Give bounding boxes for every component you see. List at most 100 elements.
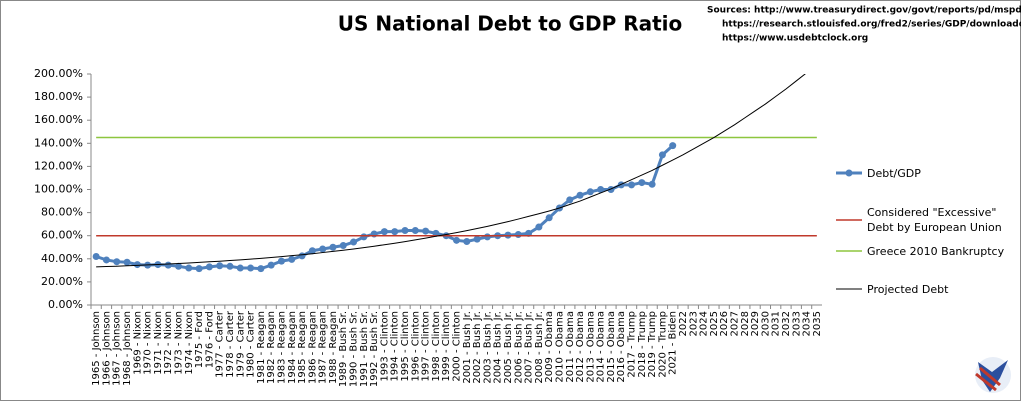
x-tick-label: 1971 - Nixon xyxy=(153,311,164,375)
data-point xyxy=(514,231,522,239)
data-point xyxy=(175,262,183,270)
source-line: https://research.stlouisfed.org/fred2/se… xyxy=(722,20,1021,30)
x-tick-label: 2016 - Obama xyxy=(616,311,627,383)
x-tick-label: 2001 - Bush Jr. xyxy=(462,311,473,384)
data-point xyxy=(586,188,594,196)
x-tick-label: 1991 - Bush Sr. xyxy=(359,311,370,387)
data-point xyxy=(576,191,584,199)
x-tick-label: 2013 - Obama xyxy=(585,311,596,383)
x-tick-label: 2017 - Trump xyxy=(627,311,638,378)
x-tick-label: 1999 - Clinton xyxy=(441,311,452,382)
data-point xyxy=(113,258,121,266)
x-tick-label: 1998 - Clinton xyxy=(431,311,442,382)
data-point xyxy=(257,265,265,273)
data-point xyxy=(247,264,255,272)
data-point xyxy=(216,262,224,270)
x-tick-label: 2032 xyxy=(781,311,792,336)
legend-marker xyxy=(845,169,853,177)
x-tick-label: 1983 - Reagan xyxy=(276,311,287,384)
source-line: Sources: http://www.treasurydirect.gov/g… xyxy=(707,6,1021,16)
legend-label: Projected Debt xyxy=(867,282,949,296)
data-point xyxy=(350,238,358,246)
x-tick-label: 1987 - Reagan xyxy=(318,311,329,384)
x-tick-label: 1967 - Johnson xyxy=(112,311,123,386)
data-point xyxy=(267,261,275,269)
data-point xyxy=(277,257,285,265)
chart-title: US National Debt to GDP Ratio xyxy=(338,12,683,36)
x-tick-label: 1996 - Clinton xyxy=(410,311,421,382)
x-tick-label: 1985 - Reagan xyxy=(297,311,308,384)
y-tick-label: 180.00% xyxy=(34,90,83,103)
x-tick-label: 1974 - Nixon xyxy=(184,311,195,375)
data-point xyxy=(628,181,636,189)
data-point xyxy=(288,255,296,263)
x-tick-label: 2034 xyxy=(802,311,813,336)
data-point xyxy=(422,227,430,235)
logo-eagle xyxy=(978,360,1008,392)
y-tick-label: 120.00% xyxy=(34,159,83,172)
data-point xyxy=(566,196,574,204)
x-tick-label: 2031 xyxy=(771,311,782,336)
x-tick-label: 2035 xyxy=(812,311,823,336)
x-tick-label: 1980 - Carter xyxy=(246,310,257,378)
y-tick-label: 60.00% xyxy=(41,229,83,242)
x-tick-label: 1972 - Nixon xyxy=(163,311,174,375)
data-point xyxy=(453,236,460,244)
x-tick-label: 1981 - Reagan xyxy=(256,311,267,384)
data-point xyxy=(483,233,491,241)
x-tick-label: 1979 - Carter xyxy=(235,310,246,378)
legend-label: Debt/GDP xyxy=(867,166,921,180)
data-point xyxy=(463,237,471,245)
y-tick-label: 160.00% xyxy=(34,113,83,126)
x-tick-label: 1994 - Clinton xyxy=(390,311,401,382)
x-tick-label: 2007 - Bush Jr. xyxy=(524,311,535,384)
x-tick-label: 2021 - Biden xyxy=(668,311,679,375)
y-tick-label: 140.00% xyxy=(34,136,83,149)
x-tick-label: 2024 xyxy=(699,311,710,336)
x-tick-label: 2027 xyxy=(729,311,740,336)
y-tick-label: 100.00% xyxy=(34,183,83,196)
x-tick-label: 1992 - Bush Sr. xyxy=(369,311,380,387)
x-tick-label: 1997 - Clinton xyxy=(421,311,432,382)
x-tick-label: 2026 xyxy=(719,311,730,336)
logo-stripes xyxy=(975,366,1001,392)
x-tick-label: 1986 - Reagan xyxy=(307,311,318,384)
x-tick-label: 1990 - Bush Sr. xyxy=(349,311,360,387)
x-tick-label: 1984 - Reagan xyxy=(287,311,298,384)
data-point xyxy=(597,186,605,193)
x-tick-label: 2022 xyxy=(678,311,689,336)
y-tick-label: 40.00% xyxy=(41,252,83,265)
data-point xyxy=(123,258,131,266)
x-tick-label: 2019 - Trump xyxy=(647,311,658,378)
data-point xyxy=(319,245,327,253)
y-tick-label: 80.00% xyxy=(41,206,83,219)
data-point xyxy=(411,227,419,235)
data-point xyxy=(298,252,306,260)
x-tick-label: 1970 - Nixon xyxy=(143,311,154,375)
data-point xyxy=(391,228,399,236)
x-tick-label: 2018 - Trump xyxy=(637,311,648,378)
data-point xyxy=(535,223,543,231)
x-tick-label: 2028 xyxy=(740,311,751,336)
data-point xyxy=(308,247,316,255)
y-tick-label: 20.00% xyxy=(41,275,83,288)
x-tick-label: 2023 xyxy=(688,311,699,336)
y-tick-label: 0.00% xyxy=(48,298,83,311)
data-point xyxy=(380,228,388,236)
series-line xyxy=(96,74,806,268)
y-tick-label: 200.00% xyxy=(34,67,83,80)
data-point xyxy=(669,142,677,150)
data-point xyxy=(133,261,141,269)
x-tick-label: 1965 - Johnson xyxy=(91,311,102,386)
x-tick-label: 1966 - Johnson xyxy=(101,311,112,386)
x-tick-label: 1975 - Ford xyxy=(194,311,205,368)
x-tick-label: 2030 xyxy=(760,311,771,336)
data-point xyxy=(92,252,100,260)
x-tick-label: 1976 - Ford xyxy=(204,311,215,368)
x-tick-label: 2000 - Clinton xyxy=(452,311,463,382)
x-tick-label: 1982 - Reagan xyxy=(266,311,277,384)
x-tick-label: 2008 - Bush Jr. xyxy=(534,311,545,384)
data-point xyxy=(195,265,203,273)
